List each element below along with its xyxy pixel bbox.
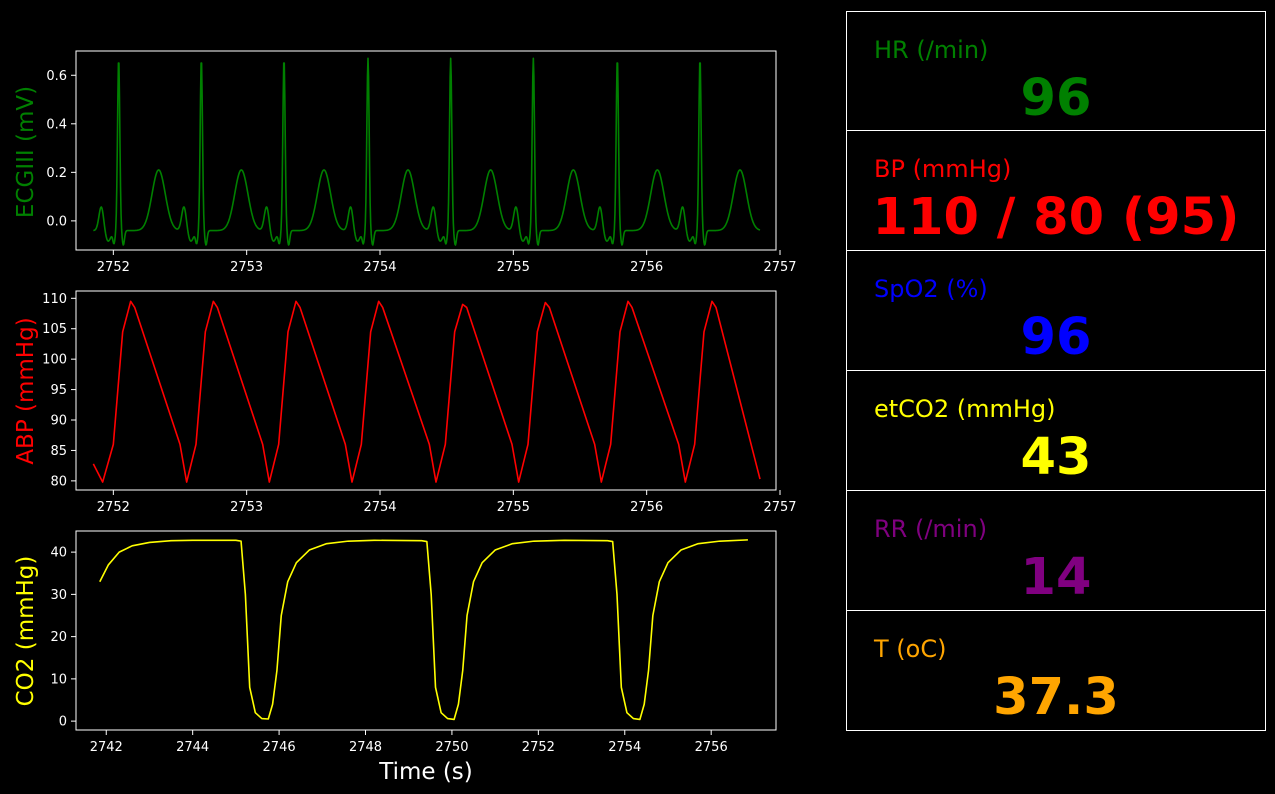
ecg-plot-frame bbox=[75, 50, 777, 251]
abp-y-tick-label: 85 bbox=[50, 444, 67, 459]
vital-rr-label: RR (/min) bbox=[874, 515, 988, 543]
vital-spo2: SpO2 (%) 96 bbox=[846, 251, 1266, 371]
ecg-chart: 2752 2753 2754 2755 2756 2757 0.0 0.2 0.4 0.6 ECGI… bbox=[13, 50, 797, 275]
vital-temp-value: 37.3 bbox=[993, 668, 1119, 727]
co2-y-tick-label: 30 bbox=[50, 588, 67, 603]
x-axis-label: Time (s) bbox=[378, 759, 473, 785]
co2-x-tick-label: 2744 bbox=[176, 740, 209, 755]
vital-bp-label: BP (mmHg) bbox=[874, 155, 1012, 183]
abp-x-tick-label: 2755 bbox=[497, 500, 530, 515]
ecg-x-tick-label: 2754 bbox=[363, 260, 396, 275]
ecg-x-tick-label: 2756 bbox=[630, 260, 663, 275]
co2-series-line bbox=[99, 539, 748, 721]
ecg-series-line bbox=[93, 57, 761, 246]
ecg-y-tick-label: 0.6 bbox=[46, 69, 67, 84]
co2-plot-frame bbox=[75, 530, 777, 731]
abp-x-tick-label: 2752 bbox=[97, 500, 130, 515]
abp-y-tick-label: 90 bbox=[50, 414, 67, 429]
ecg-x-tick-label: 2755 bbox=[497, 260, 530, 275]
vital-spo2-label: SpO2 (%) bbox=[874, 275, 988, 303]
vital-etco2: etCO2 (mmHg) 43 bbox=[846, 371, 1266, 491]
abp-x-tick-label: 2756 bbox=[630, 500, 663, 515]
waveform-charts: 2752 2753 2754 2755 2756 2757 0.0 0.2 0.4 0.6 ECGI… bbox=[13, 50, 797, 785]
vital-hr-label: HR (/min) bbox=[874, 36, 989, 64]
co2-y-tick-label: 10 bbox=[50, 672, 67, 687]
abp-x-tick-label: 2753 bbox=[230, 500, 263, 515]
vital-bp: BP (mmHg) 110 / 80 (95) bbox=[846, 131, 1266, 251]
co2-y-tick-label: 20 bbox=[50, 630, 67, 645]
ecg-y-axis-label: ECGIII (mV) bbox=[13, 86, 39, 218]
vital-spo2-value: 96 bbox=[1020, 308, 1092, 367]
vital-hr: HR (/min) 96 bbox=[846, 11, 1266, 131]
ecg-y-tick-label: 0.0 bbox=[46, 214, 67, 229]
abp-y-tick-label: 95 bbox=[50, 383, 67, 398]
vital-rr: RR (/min) 14 bbox=[846, 491, 1266, 611]
co2-x-tick-label: 2752 bbox=[522, 740, 555, 755]
co2-x-tick-label: 2746 bbox=[263, 740, 296, 755]
co2-x-tick-label: 2742 bbox=[90, 740, 123, 755]
co2-y-axis-label: CO2 (mmHg) bbox=[13, 556, 39, 707]
co2-chart: 2742 2744 2746 2748 2750 2752 2754 2756 0 10 20 30 4… bbox=[13, 530, 777, 755]
vital-bp-value: 110 / 80 (95) bbox=[872, 188, 1240, 247]
abp-y-tick-label: 110 bbox=[42, 292, 67, 307]
abp-y-tick-label: 80 bbox=[50, 474, 67, 489]
ecg-x-tick-label: 2752 bbox=[97, 260, 130, 275]
co2-y-tick-label: 40 bbox=[50, 546, 67, 561]
abp-series-line bbox=[92, 300, 761, 483]
co2-x-tick-label: 2748 bbox=[349, 740, 382, 755]
abp-chart: 2752 2753 2754 2755 2756 2757 80 85 90 95 100 105 11… bbox=[13, 290, 797, 515]
abp-y-tick-label: 100 bbox=[42, 353, 67, 368]
co2-x-tick-label: 2754 bbox=[608, 740, 641, 755]
abp-y-tick-label: 105 bbox=[42, 322, 67, 337]
vital-etco2-value: 43 bbox=[1020, 428, 1092, 487]
abp-y-axis-label: ABP (mmHg) bbox=[13, 317, 39, 464]
vital-rr-value: 14 bbox=[1020, 548, 1092, 607]
ecg-y-tick-label: 0.4 bbox=[46, 117, 67, 132]
vitals-panel: HR (/min) 96 BP (mmHg) 110 / 80 (95) SpO… bbox=[846, 11, 1266, 731]
ecg-x-tick-label: 2757 bbox=[763, 260, 796, 275]
vital-temp: T (oC) 37.3 bbox=[846, 611, 1266, 731]
abp-plot-frame bbox=[75, 290, 777, 491]
abp-x-tick-label: 2754 bbox=[363, 500, 396, 515]
ecg-y-tick-label: 0.2 bbox=[46, 166, 67, 181]
abp-x-tick-label: 2757 bbox=[763, 500, 796, 515]
vital-etco2-label: etCO2 (mmHg) bbox=[874, 395, 1056, 423]
co2-x-tick-label: 2750 bbox=[435, 740, 468, 755]
ecg-x-tick-label: 2753 bbox=[230, 260, 263, 275]
co2-x-tick-label: 2756 bbox=[695, 740, 728, 755]
vital-temp-label: T (oC) bbox=[874, 635, 947, 663]
co2-y-tick-label: 0 bbox=[59, 715, 67, 730]
vital-hr-value: 96 bbox=[1020, 69, 1092, 128]
